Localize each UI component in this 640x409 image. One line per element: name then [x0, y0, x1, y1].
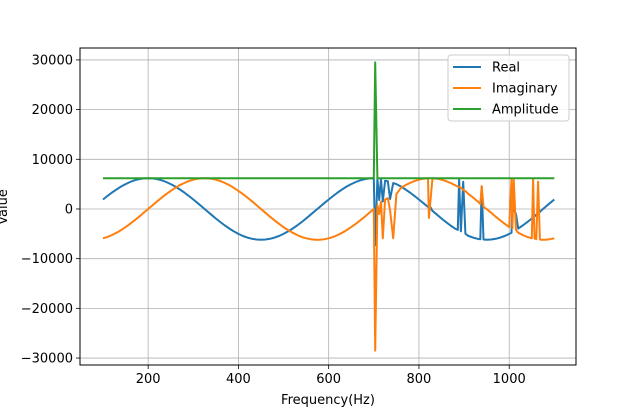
x-tick-label: 200: [136, 372, 161, 387]
x-tick-label: 400: [226, 372, 251, 387]
series-lines: [102, 61, 555, 352]
x-tick-label: 800: [407, 372, 432, 387]
legend-label-amplitude: Amplitude: [492, 103, 559, 118]
x-tick-label: 600: [316, 372, 341, 387]
y-tick-label: 30000: [32, 53, 73, 68]
legend-label-real: Real: [492, 61, 520, 76]
y-tick-label: −20000: [21, 302, 73, 317]
y-tick-label: −30000: [21, 352, 73, 367]
y-tick-label: 20000: [32, 103, 73, 118]
ticks: 200 400 600 800 1000 −30000 −20000 −10000 0 10000…: [21, 53, 526, 387]
legend: Real Imaginary Amplitude: [447, 54, 570, 122]
legend-label-imaginary: Imaginary: [492, 82, 558, 97]
series-line-imaginary: [102, 177, 555, 352]
y-tick-label: 0: [65, 202, 73, 217]
x-axis-label: Frequency(Hz): [281, 393, 375, 408]
y-axis-label: Value: [0, 189, 11, 225]
y-tick-label: −10000: [21, 252, 73, 267]
y-tick-label: 10000: [32, 153, 73, 168]
axes-frame: [79, 47, 577, 366]
x-tick-label: 1000: [493, 372, 526, 387]
series-line-amplitude: [103, 61, 555, 180]
legend-box: [447, 54, 570, 122]
